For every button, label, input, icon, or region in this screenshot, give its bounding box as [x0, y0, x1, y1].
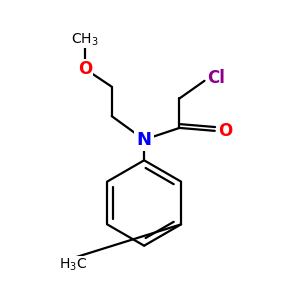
Text: N: N: [136, 131, 152, 149]
Text: O: O: [78, 60, 92, 78]
Text: CH$_3$: CH$_3$: [71, 32, 99, 48]
Text: Cl: Cl: [207, 69, 225, 87]
Text: H$_3$C: H$_3$C: [59, 256, 87, 273]
Text: O: O: [218, 122, 233, 140]
